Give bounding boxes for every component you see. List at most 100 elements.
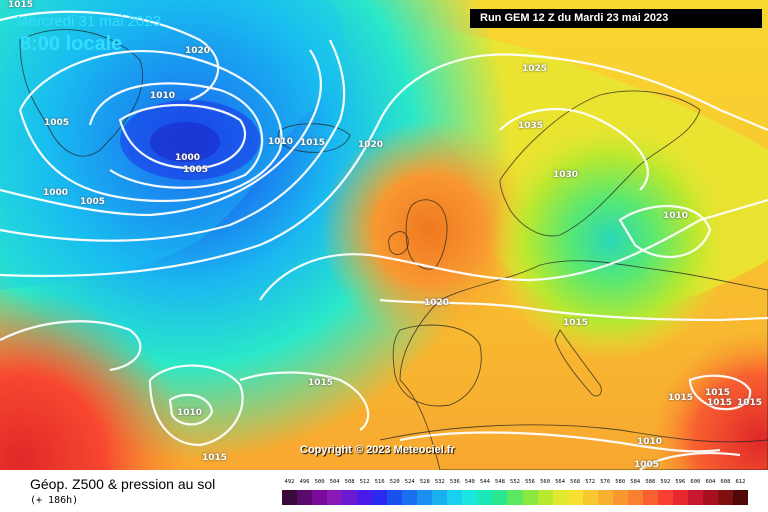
color-scale-swatch (492, 490, 508, 505)
color-scale-label: 560 (540, 479, 551, 485)
color-scale-label: 532 (434, 479, 445, 485)
color-scale-swatch (387, 490, 403, 505)
isobar-label: 1005 (634, 460, 660, 470)
color-scale-swatch (627, 490, 643, 505)
color-scale-swatch (282, 490, 298, 505)
color-scale-swatch (612, 490, 628, 505)
isobar-label: 1010 (177, 408, 203, 418)
color-scale-swatch (312, 490, 328, 505)
isobar-label: 1015 (300, 138, 326, 148)
map-area: 1015 1020 1010 1005 1000 1005 1000 1005 … (0, 0, 768, 470)
color-scale-swatch (297, 490, 313, 505)
color-scale-swatch (597, 490, 613, 505)
color-scale-label: 564 (555, 479, 566, 485)
isobar-label: 1005 (80, 197, 106, 207)
isobar-label: 1035 (518, 121, 544, 131)
color-scale-label: 524 (404, 479, 415, 485)
color-scale-label: 496 (299, 479, 310, 485)
valid-date: Mercredi 31 mai 2023 (16, 13, 162, 30)
isobar-label: 1000 (43, 188, 69, 198)
isobar-label: 1020 (185, 46, 211, 56)
field-title: Géop. Z500 & pression au sol (30, 476, 216, 492)
color-scale-label: 576 (600, 479, 611, 485)
color-scale-label: 536 (449, 479, 460, 485)
color-scale-label: 540 (464, 479, 475, 485)
isobar-label: 1010 (663, 211, 689, 221)
isobar-label: 1015 (308, 378, 334, 388)
isobars (0, 10, 768, 470)
isobar-label: 1010 (150, 91, 176, 101)
color-scale-label: 516 (374, 479, 385, 485)
color-scale-swatch (342, 490, 358, 505)
color-scale-swatch (642, 490, 658, 505)
isobar-label: 1010 (637, 437, 663, 447)
isobar-label: 1015 (737, 398, 763, 408)
isobar-label: 1015 (668, 393, 694, 403)
z500-field-map (0, 0, 768, 470)
color-scale-label: 528 (419, 479, 430, 485)
color-scale-label: 572 (585, 479, 596, 485)
color-scale-swatch (582, 490, 598, 505)
color-scale-label: 552 (510, 479, 520, 485)
color-scale-label: 544 (479, 479, 490, 485)
color-scale-label: 492 (284, 479, 295, 485)
color-scale-swatch (732, 490, 748, 505)
color-scale-swatch (402, 490, 418, 505)
color-scale-swatch (507, 490, 523, 505)
color-scale-label: 592 (660, 479, 671, 485)
isobar-label: 1015 (705, 388, 731, 398)
color-scale-swatch (462, 490, 478, 505)
isobar-label: 1015 (8, 0, 34, 10)
color-scale-label: 608 (720, 479, 731, 485)
isobar-label: 1010 (268, 137, 294, 147)
isobar-label: 1015 (707, 398, 733, 408)
color-scale-label: 504 (329, 479, 340, 485)
color-scale-labels: 492 496 500 504 508 512 516 520 524 528 532 536 540 5… (282, 479, 748, 489)
color-scale-swatch (657, 490, 673, 505)
color-scale-swatch (327, 490, 343, 505)
isobar-label: 1020 (424, 298, 450, 308)
color-scale-label: 512 (359, 479, 370, 485)
valid-local-time: 8:00 locale (20, 33, 123, 55)
isobar-label: 1015 (563, 318, 589, 328)
model-run-info: Run GEM 12 Z du Mardi 23 mai 2023 (470, 9, 762, 28)
coastlines (19, 29, 768, 470)
color-scale-label: 604 (705, 479, 716, 485)
color-scale-swatch (537, 490, 553, 505)
legend-footer: Géop. Z500 & pression au sol (+ 186h) 49… (0, 470, 768, 512)
copyright-notice: Copyright © 2023 Meteociel.fr (300, 444, 455, 456)
isobar-label: 1030 (553, 170, 579, 180)
color-scale-swatch (357, 490, 373, 505)
color-scale-label: 520 (389, 479, 400, 485)
color-scale-label: 580 (615, 479, 626, 485)
color-scale-label: 596 (675, 479, 686, 485)
color-scale-swatch (567, 490, 583, 505)
color-scale-label: 612 (735, 479, 746, 485)
color-scale-label: 508 (344, 479, 355, 485)
color-scale-swatch (552, 490, 568, 505)
color-scale-label: 500 (314, 479, 325, 485)
color-scale-bar (282, 490, 748, 505)
isobar-label: 1005 (183, 165, 209, 175)
isobar-label: 1005 (44, 118, 70, 128)
forecast-hour: (+ 186h) (30, 495, 79, 506)
color-scale-label: 568 (570, 479, 581, 485)
color-scale-swatch (672, 490, 688, 505)
color-scale-swatch (372, 490, 388, 505)
color-scale: 492 496 500 504 508 512 516 520 524 528 532 536 540 5… (282, 479, 748, 507)
color-scale-swatch (717, 490, 733, 505)
isobar-label: 1000 (175, 153, 201, 163)
color-scale-swatch (417, 490, 433, 505)
color-scale-swatch (477, 490, 493, 505)
color-scale-label: 584 (630, 479, 641, 485)
color-scale-label: 588 (645, 479, 656, 485)
isobar-label: 1025 (522, 64, 548, 74)
isobar-label: 1020 (358, 140, 384, 150)
color-scale-label: 556 (525, 479, 535, 485)
color-scale-label: 600 (690, 479, 701, 485)
color-scale-swatch (702, 490, 718, 505)
color-scale-swatch (432, 490, 448, 505)
isobar-label: 1015 (202, 453, 228, 463)
color-scale-swatch (447, 490, 463, 505)
